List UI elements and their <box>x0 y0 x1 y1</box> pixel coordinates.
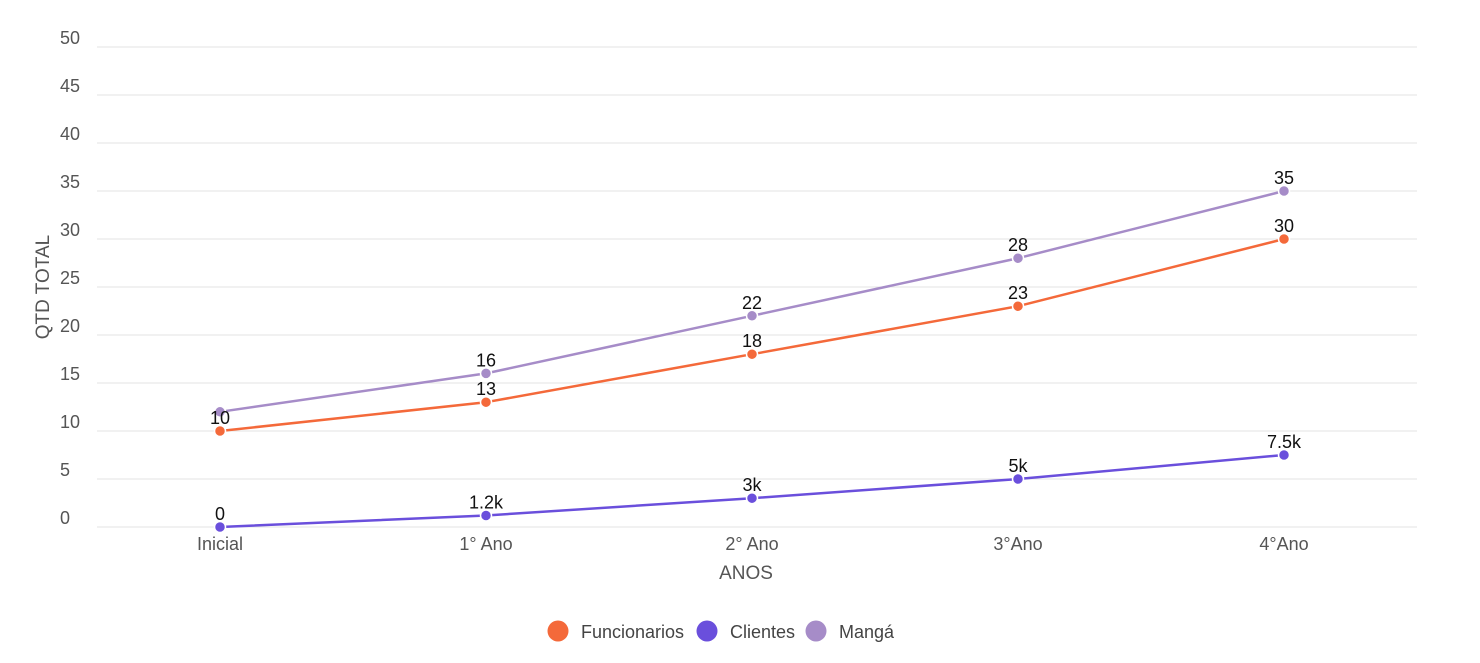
x-axis-title: ANOS <box>719 563 773 584</box>
y-tick-label: 15 <box>60 364 80 384</box>
x-tick-label: 2° Ano <box>725 534 778 554</box>
data-point[interactable] <box>1011 299 1025 313</box>
legend-item-clientes[interactable]: Clientes <box>696 620 796 643</box>
legend-swatch <box>547 620 569 642</box>
gridlines <box>97 46 1417 528</box>
legend-label: Funcionarios <box>581 622 684 642</box>
x-tick-label: 3°Ano <box>993 534 1042 554</box>
data-label: 22 <box>742 293 762 313</box>
x-tick-label: Inicial <box>197 534 243 554</box>
data-label: 7.5k <box>1267 432 1302 452</box>
y-tick-label: 35 <box>60 172 80 192</box>
legend-item-funcionarios[interactable]: Funcionarios <box>547 620 685 643</box>
y-axis-ticks: 0 5 10 15 20 25 30 35 40 45 50 <box>60 28 80 528</box>
data-point[interactable] <box>1011 251 1025 265</box>
legend-label: Clientes <box>730 622 795 642</box>
data-labels: 16 22 28 35 10 13 18 23 30 0 1.2k 3k 5k 7.5k <box>210 168 1302 524</box>
legend-swatch <box>696 620 718 642</box>
y-tick-label: 5 <box>60 460 70 480</box>
data-point[interactable] <box>745 347 759 361</box>
legend-label: Mangá <box>839 622 895 642</box>
y-tick-label: 45 <box>60 76 80 96</box>
y-tick-label: 25 <box>60 268 80 288</box>
data-point[interactable] <box>745 309 759 323</box>
data-label: 0 <box>215 504 225 524</box>
data-label: 13 <box>476 379 496 399</box>
data-label: 30 <box>1274 216 1294 236</box>
data-label: 5k <box>1008 456 1028 476</box>
y-tick-label: 50 <box>60 28 80 48</box>
y-tick-label: 30 <box>60 220 80 240</box>
data-point[interactable] <box>1277 232 1291 246</box>
data-point[interactable] <box>1011 472 1025 486</box>
data-point[interactable] <box>213 520 227 534</box>
data-point[interactable] <box>1277 448 1291 462</box>
data-label: 10 <box>210 408 230 428</box>
data-label: 1.2k <box>469 492 504 512</box>
data-label: 35 <box>1274 168 1294 188</box>
y-tick-label: 10 <box>60 412 80 432</box>
x-axis-ticks: Inicial 1° Ano 2° Ano 3°Ano 4°Ano <box>197 534 1309 554</box>
legend-item-mangá[interactable]: Mangá <box>805 620 896 643</box>
data-label: 23 <box>1008 283 1028 303</box>
x-tick-label: 1° Ano <box>459 534 512 554</box>
data-point[interactable] <box>479 395 493 409</box>
x-tick-label: 4°Ano <box>1259 534 1308 554</box>
y-axis-title: QTD TOTAL <box>33 235 54 340</box>
data-point[interactable] <box>1277 184 1291 198</box>
data-point[interactable] <box>213 405 227 419</box>
legend-swatch <box>805 620 827 642</box>
data-point[interactable] <box>479 367 493 380</box>
legend: Funcionarios Clientes Mangá <box>547 620 896 643</box>
data-point[interactable] <box>213 424 227 438</box>
y-tick-label: 0 <box>60 508 70 528</box>
data-label: 3k <box>742 475 762 495</box>
data-point[interactable] <box>479 509 493 522</box>
data-label: 16 <box>476 350 496 370</box>
y-tick-label: 40 <box>60 124 80 144</box>
data-label: 18 <box>742 331 762 351</box>
y-tick-label: 20 <box>60 316 80 336</box>
data-point[interactable] <box>745 491 759 505</box>
series-lines <box>213 184 1291 534</box>
data-label: 28 <box>1008 235 1028 255</box>
